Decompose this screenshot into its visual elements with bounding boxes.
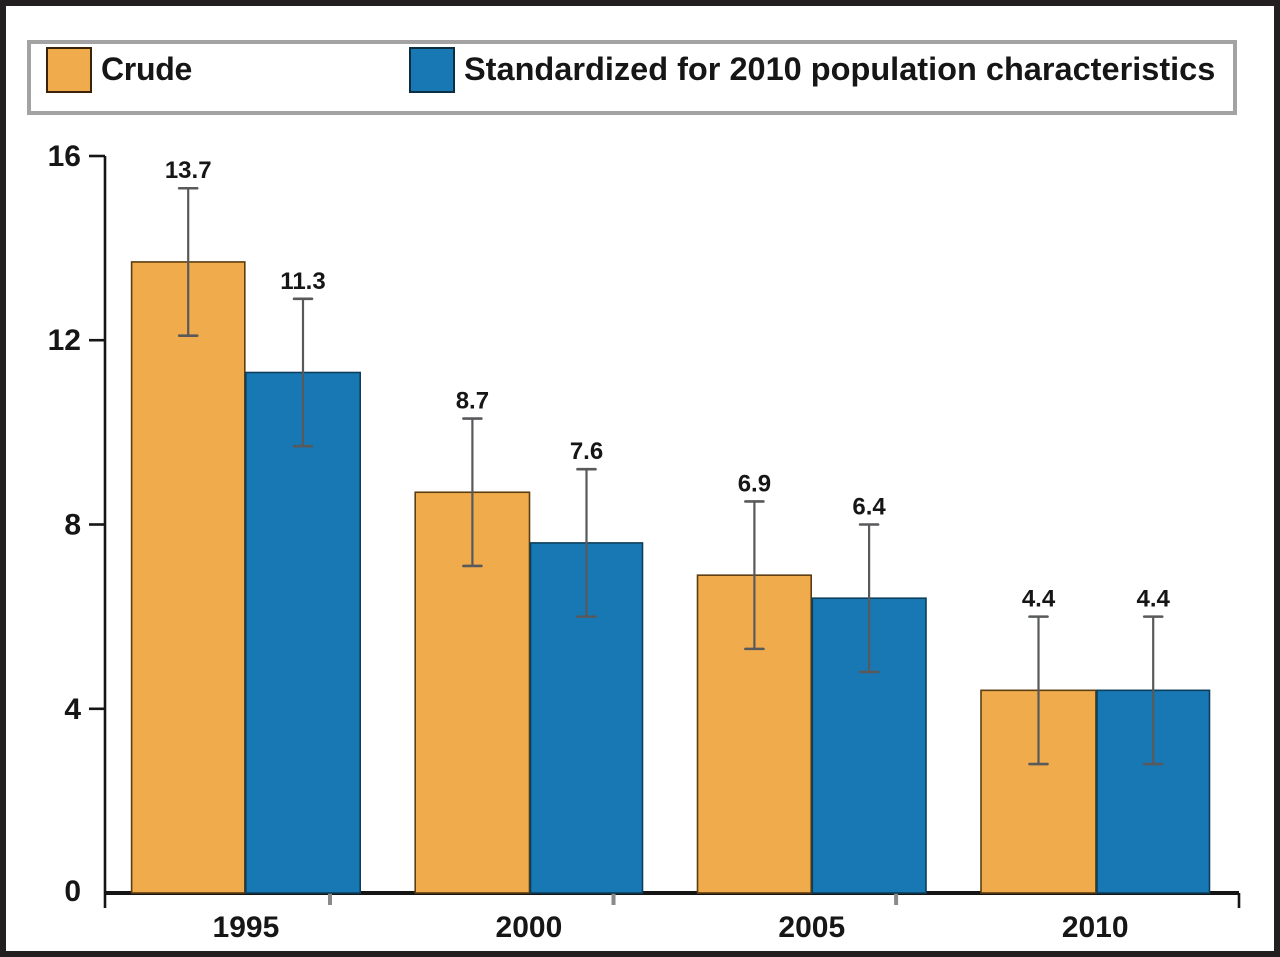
svg-text:1995: 1995 [213,911,280,944]
svg-text:4: 4 [64,693,81,726]
svg-text:Crude: Crude [101,51,192,87]
svg-text:4.4: 4.4 [1137,586,1171,613]
svg-text:16: 16 [48,140,81,173]
svg-text:11.3: 11.3 [280,268,325,295]
svg-text:2010: 2010 [1062,911,1129,944]
svg-text:8: 8 [64,509,81,542]
svg-text:12: 12 [48,324,81,357]
svg-text:7.6: 7.6 [570,438,603,465]
svg-text:8.7: 8.7 [456,388,489,415]
svg-text:2005: 2005 [778,911,845,944]
svg-text:4.4: 4.4 [1022,586,1056,613]
svg-text:2000: 2000 [496,911,563,944]
svg-text:6.9: 6.9 [738,470,771,497]
svg-text:13.7: 13.7 [165,157,212,184]
svg-text:6.4: 6.4 [852,494,886,521]
svg-text:0: 0 [64,875,81,908]
svg-text:Standardized for 2010 populati: Standardized for 2010 population charact… [464,51,1215,87]
